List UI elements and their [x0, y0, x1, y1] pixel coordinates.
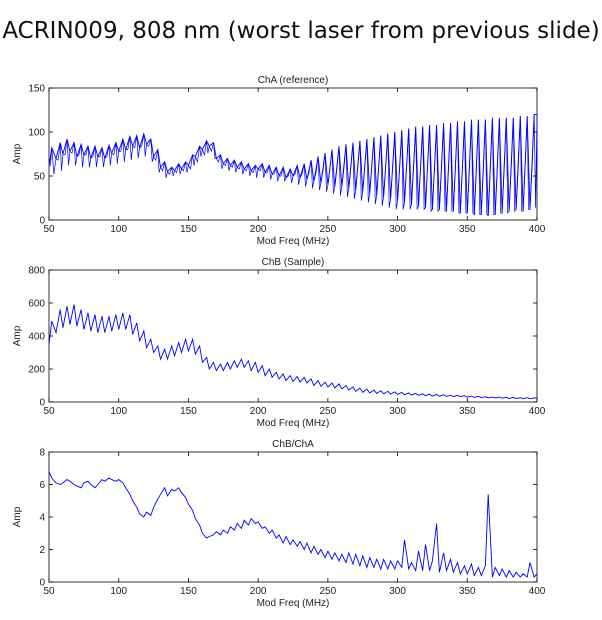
x-tick-label: 100	[110, 224, 127, 235]
y-tick-label: 100	[28, 128, 45, 139]
x-tick-label: 250	[320, 586, 337, 597]
x-tick-label: 400	[529, 224, 546, 235]
x-tick-label: 150	[180, 586, 197, 597]
x-tick-label: 200	[250, 586, 267, 597]
y-tick-label: 50	[34, 172, 46, 183]
x-tick-label: 150	[180, 406, 197, 417]
x-tick-label: 150	[180, 224, 197, 235]
chart-title: ChA (reference)	[258, 75, 329, 86]
x-tick-label: 200	[250, 224, 267, 235]
x-tick-label: 350	[459, 224, 476, 235]
chart-title: ChB/ChA	[272, 439, 314, 450]
y-tick-label: 6	[39, 480, 45, 491]
x-axis-label: Mod Freq (MHz)	[257, 418, 330, 429]
y-tick-label: 600	[28, 299, 45, 310]
plot-frame	[49, 88, 537, 220]
plot-frame	[49, 270, 537, 402]
y-tick-label: 0	[39, 216, 45, 227]
x-axis-label: Mod Freq (MHz)	[257, 598, 330, 609]
x-tick-label: 250	[320, 406, 337, 417]
x-tick-label: 200	[250, 406, 267, 417]
x-tick-label: 100	[110, 586, 127, 597]
x-axis-label: Mod Freq (MHz)	[257, 236, 330, 247]
x-tick-label: 100	[110, 406, 127, 417]
x-tick-label: 300	[389, 224, 406, 235]
plot-frame	[49, 452, 537, 582]
y-axis-label: Amp	[12, 143, 23, 164]
chart-title: ChB (Sample)	[262, 257, 325, 268]
y-tick-label: 4	[39, 513, 45, 524]
x-tick-label: 50	[43, 586, 55, 597]
x-tick-label: 50	[43, 406, 55, 417]
x-tick-label: 400	[529, 586, 546, 597]
y-axis-label: Amp	[12, 325, 23, 346]
x-tick-label: 300	[389, 406, 406, 417]
x-tick-label: 50	[43, 224, 55, 235]
y-axis-label: Amp	[12, 506, 23, 527]
y-tick-label: 200	[28, 365, 45, 376]
y-tick-label: 8	[39, 448, 45, 459]
x-tick-label: 350	[459, 406, 476, 417]
x-tick-label: 300	[389, 586, 406, 597]
chart-panel-3: 50 100 150 200 250 300 350 400 0 2 4 6 8 ChB/ChA Mod F…	[12, 439, 546, 609]
y-tick-label: 2	[39, 545, 45, 556]
x-tick-label: 400	[529, 406, 546, 417]
y-tick-label: 800	[28, 266, 45, 277]
y-tick-label: 0	[39, 578, 45, 589]
y-tick-label: 0	[39, 398, 45, 409]
x-tick-label: 250	[320, 224, 337, 235]
chart-panel-2: 50 100 150 200 250 300 350 400 0 200 400 600 800 ChB …	[12, 257, 546, 429]
x-tick-label: 350	[459, 586, 476, 597]
y-tick-label: 400	[28, 332, 45, 343]
y-tick-label: 150	[28, 84, 45, 95]
